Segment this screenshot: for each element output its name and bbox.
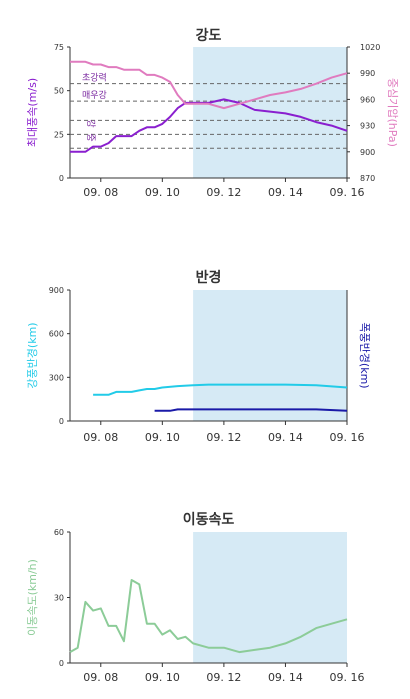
y-tick-label: 60	[54, 528, 64, 537]
y-axis-title-right: 중심기압(hPa)	[386, 78, 399, 147]
chart-panel-3: 이동속도 09. 08 09. 10 09. 12 09. 14 09. 16 0 30 60 이…	[26, 511, 365, 684]
series-line-2	[70, 60, 348, 110]
y-right-tick-label: 870	[360, 174, 375, 183]
chart-title: 반경	[196, 269, 222, 286]
y-right-tick-label: 900	[360, 148, 375, 157]
series-line-1	[93, 383, 348, 396]
y-tick-label: 0	[59, 174, 64, 183]
forecast-shade	[193, 290, 347, 421]
y-tick-label: 75	[54, 43, 64, 52]
y-tick-label: 0	[59, 659, 64, 668]
reference-label: 강	[85, 119, 96, 127]
y-axis-title-left: 최대풍속(m/s)	[26, 78, 39, 147]
y-right-tick-label: 930	[360, 122, 375, 131]
y-tick-label: 300	[49, 373, 64, 382]
x-tick-label: 09. 12	[206, 671, 241, 684]
x-tick-label: 09. 14	[268, 671, 303, 684]
x-tick-label: 09. 08	[83, 671, 118, 684]
x-tick-label: 09. 10	[145, 671, 180, 684]
x-tick-label: 09. 08	[83, 186, 118, 199]
y-axis-title-left: 강풍반경(km)	[26, 322, 39, 388]
chart-panel-1: 강도 09. 08 09. 10 09. 12 09. 14 09. 16 0 25 50 75 8…	[26, 27, 399, 199]
x-tick-label: 09. 16	[330, 431, 365, 444]
y-right-tick-label: 990	[360, 69, 375, 78]
y-tick-label: 50	[54, 87, 64, 96]
reference-label: 매우강	[82, 90, 107, 101]
series-line-1	[70, 98, 348, 153]
chart-title: 이동속도	[183, 511, 235, 528]
x-tick-label: 09. 12	[206, 431, 241, 444]
y-axis-title-right: 폭풍반경(km)	[358, 322, 371, 388]
forecast-shade	[193, 532, 347, 663]
y-tick-label: 25	[54, 130, 64, 139]
x-tick-label: 09. 16	[330, 671, 365, 684]
chart-panel-2: 반경 09. 08 09. 10 09. 12 09. 14 09. 16 0 300 600 9…	[26, 269, 371, 444]
x-tick-label: 09. 14	[268, 431, 303, 444]
x-tick-label: 09. 08	[83, 431, 118, 444]
y-right-tick-label: 960	[360, 95, 375, 104]
y-tick-label: 600	[49, 330, 64, 339]
x-tick-label: 09. 12	[206, 186, 241, 199]
x-tick-label: 09. 16	[330, 186, 365, 199]
chart-title: 강도	[196, 27, 222, 44]
x-tick-label: 09. 10	[145, 186, 180, 199]
x-tick-label: 09. 14	[268, 186, 303, 199]
y-tick-label: 30	[54, 594, 64, 603]
reference-label: 중	[85, 133, 96, 141]
y-right-tick-label: 1020	[360, 43, 380, 52]
series-line-2	[154, 408, 348, 412]
x-tick-label: 09. 10	[145, 431, 180, 444]
y-tick-label: 0	[59, 417, 64, 426]
reference-label: 초강력	[82, 72, 107, 84]
series-line-1	[69, 579, 348, 654]
y-tick-label: 900	[49, 286, 64, 295]
y-axis-title-left: 이동속도(km/h)	[26, 559, 39, 636]
